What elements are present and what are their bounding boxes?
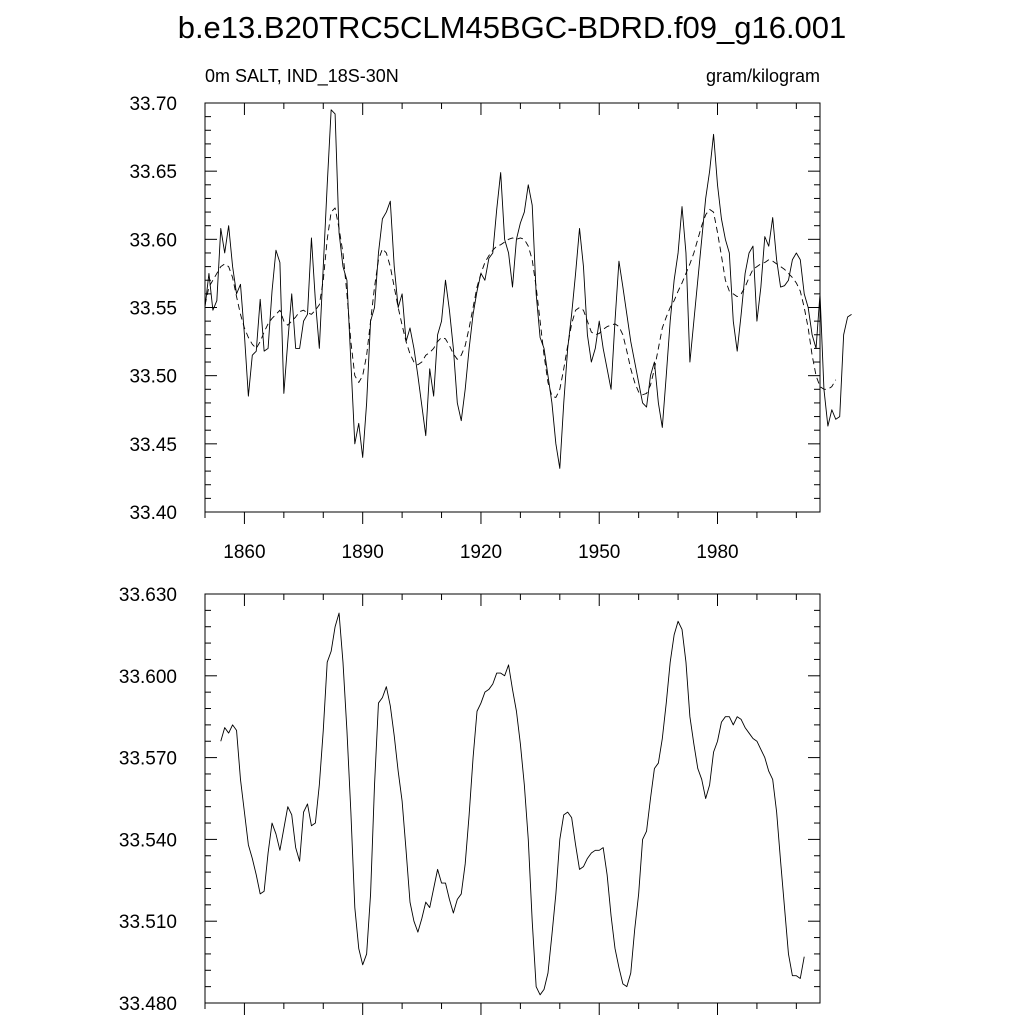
chart1-subtitle-left: 0m SALT, IND_18S-30N — [205, 66, 399, 87]
chart1-subtitle-right: gram/kilogram — [706, 66, 820, 86]
chart2-ytick-label: 33.630 — [119, 585, 177, 606]
chart1-ytick-label: 33.70 — [129, 94, 177, 115]
chart2-ytick-label: 33.600 — [119, 667, 177, 688]
chart2-series-solid-line — [220, 612, 805, 996]
chart2-ytick-label: 33.570 — [119, 749, 177, 770]
chart1-xtick-label: 1890 — [342, 542, 384, 563]
chart1-ytick-label: 33.65 — [129, 162, 177, 183]
chart1-series-solid-line — [204, 109, 852, 469]
chart1-series-dashed-line — [204, 207, 837, 398]
chart1-panel: 33.40 33.45 33.50 33.55 33.60 33.65 33.70 1860 1… — [129, 94, 852, 563]
chart1-ytick-label: 33.60 — [129, 230, 177, 251]
chart1-ytick-label: 33.50 — [129, 367, 177, 388]
chart1-frame — [204, 102, 821, 513]
chart2-ytick-label: 33.540 — [119, 830, 177, 851]
chart1-xtick-label: 1980 — [696, 542, 738, 563]
chart2-ytick-label: 33.480 — [119, 994, 177, 1015]
chart2-ytick-label: 33.510 — [119, 912, 177, 933]
chart1-ytick-label: 33.40 — [129, 503, 177, 524]
chart1-xtick-label: 1950 — [578, 542, 620, 563]
chart-main-title: b.e13.B20TRC5CLM45BGC-BDRD.f09_g16.001 — [178, 10, 847, 45]
chart1-ytick-label: 33.55 — [129, 299, 177, 320]
chart2-frame — [204, 593, 821, 1004]
chart1-ytick-label: 33.45 — [129, 435, 177, 456]
chart2-panel: 33.480 33.510 33.540 33.570 33.600 33.630 — [119, 585, 821, 1015]
chart1-xtick-label: 1920 — [460, 542, 502, 563]
chart1-xtick-label: 1860 — [223, 542, 265, 563]
